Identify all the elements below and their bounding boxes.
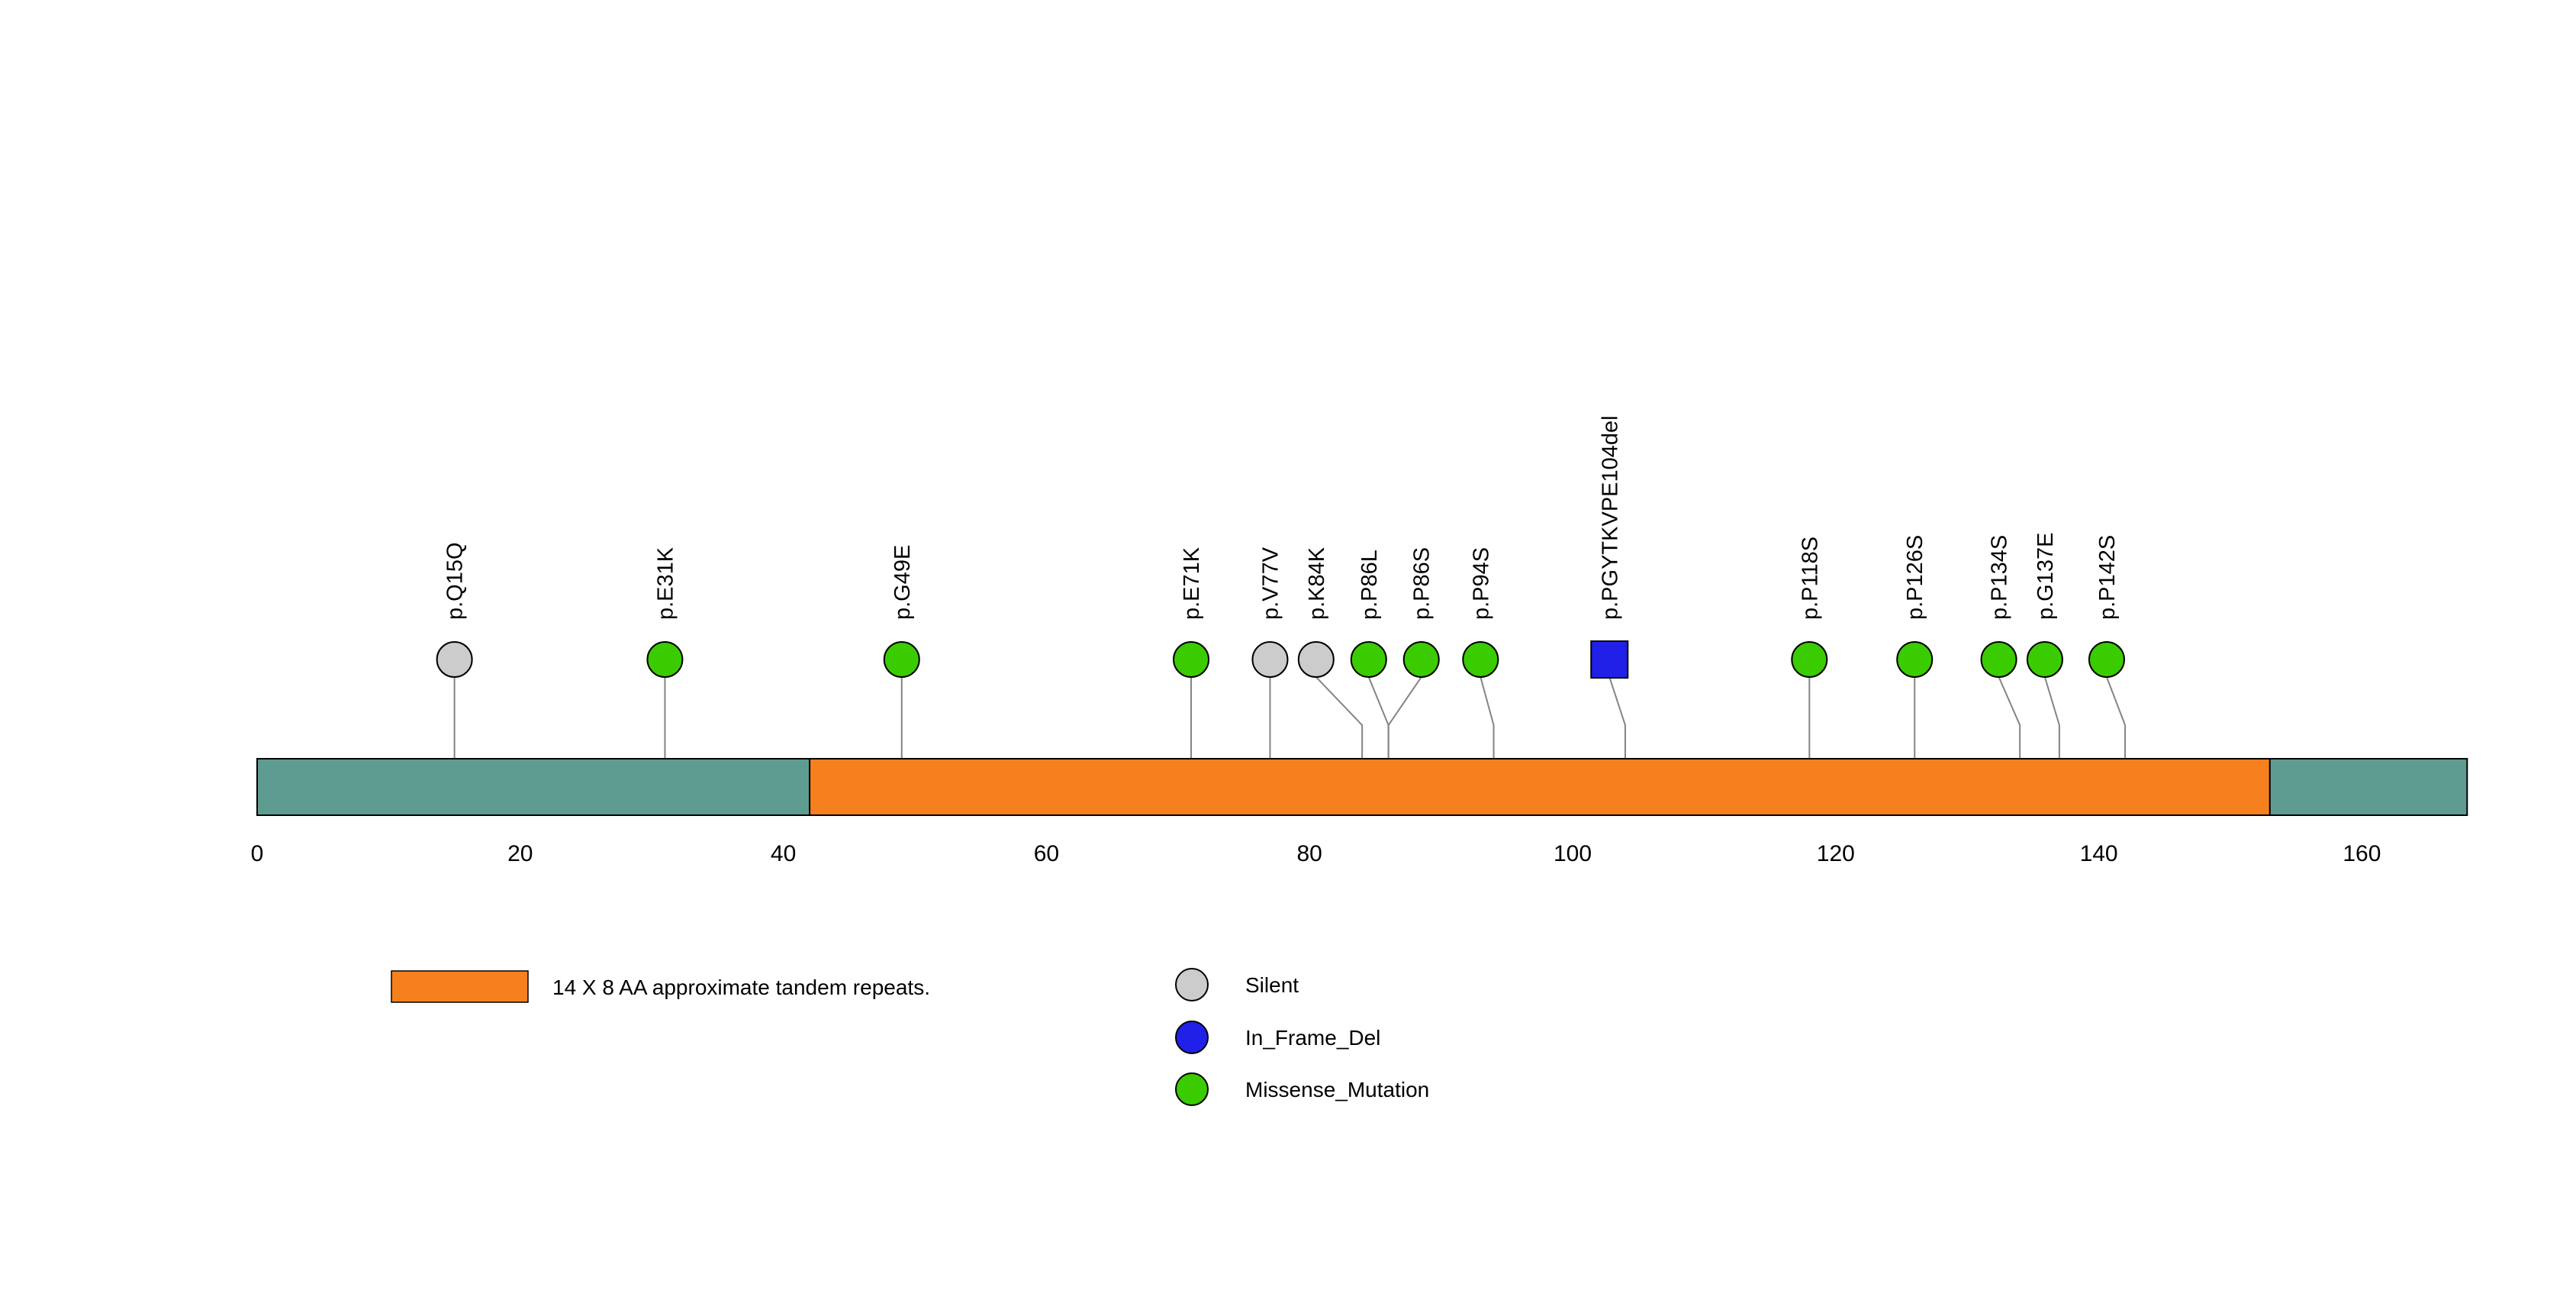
axis-tick-label: 60 (1034, 841, 1059, 866)
mutation-label: p.G49E (890, 545, 915, 620)
mutation-marker-missense-mutation (646, 641, 684, 678)
mutation-label: p.E71K (1180, 547, 1204, 620)
legend-marker-missense-mutation (1175, 1072, 1209, 1106)
axis-tick-label: 40 (771, 841, 796, 866)
axis-tick-label: 140 (2080, 841, 2118, 866)
mutation-label: p.P126S (1903, 535, 1927, 620)
mutation-stem (1315, 676, 1364, 763)
mutation-label: p.P86L (1357, 550, 1382, 620)
legend-entry-label-in-frame-del: In_Frame_Del (1245, 1026, 1380, 1050)
mutation-label: p.P142S (2095, 535, 2120, 620)
mutation-stem (2106, 676, 2127, 763)
mutation-label: p.P134S (1988, 535, 2012, 620)
mutation-marker-missense-mutation (1791, 641, 1828, 678)
mutation-label: p.K84K (1305, 547, 1329, 620)
mutation-label: p.P118S (1798, 537, 1822, 620)
mutation-marker-in-frame-del (1590, 640, 1629, 679)
mutation-label: p.P86S (1410, 547, 1435, 620)
mutation-marker-silent (436, 641, 473, 678)
axis-tick-label: 120 (1817, 841, 1855, 866)
legend-marker-in-frame-del (1175, 1021, 1209, 1054)
legend-entry-label-missense-mutation: Missense_Mutation (1245, 1078, 1429, 1101)
domain-tandem-repeats (809, 758, 2271, 816)
mutation-label: p.PGYTKVPE104del (1598, 415, 1622, 620)
mutation-stem (1608, 676, 1626, 763)
mutation-label: p.Q15Q (443, 542, 468, 620)
legend-domain-swatch (391, 970, 529, 1003)
mutation-stem (1480, 676, 1495, 763)
axis-tick-label: 160 (2343, 841, 2381, 866)
mutation-marker-silent (1251, 641, 1289, 678)
mutation-label: p.G137E (2033, 533, 2058, 620)
mutation-marker-missense-mutation (1980, 641, 2017, 678)
axis-tick-label: 0 (251, 841, 264, 866)
mutation-stem (2043, 676, 2060, 763)
legend-entry-label-silent: Silent (1245, 973, 1299, 997)
axis-tick-label: 100 (1554, 841, 1592, 866)
mutation-stem (1387, 676, 1422, 763)
mutation-marker-missense-mutation (1402, 641, 1440, 678)
axis-tick-label: 20 (507, 841, 533, 866)
mutation-marker-missense-mutation (1896, 641, 1934, 678)
axis-tick-label: 80 (1297, 841, 1322, 866)
mutation-label: p.V77V (1258, 547, 1283, 620)
mutation-marker-missense-mutation (1462, 641, 1499, 678)
mutation-marker-missense-mutation (1173, 641, 1210, 678)
mutation-label: p.P94S (1469, 547, 1493, 620)
mutation-stem (1367, 676, 1389, 763)
mutation-marker-missense-mutation (883, 641, 920, 678)
mutation-label: p.E31K (653, 547, 678, 620)
mutation-stem (1998, 676, 2021, 763)
legend-domain-label: 14 X 8 AA approximate tandem repeats. (552, 976, 930, 999)
legend-marker-silent (1175, 968, 1209, 1001)
mutation-marker-missense-mutation (2026, 641, 2063, 678)
mutation-marker-missense-mutation (2088, 641, 2125, 678)
mutation-marker-silent (1297, 641, 1335, 678)
mutation-marker-missense-mutation (1350, 641, 1387, 678)
